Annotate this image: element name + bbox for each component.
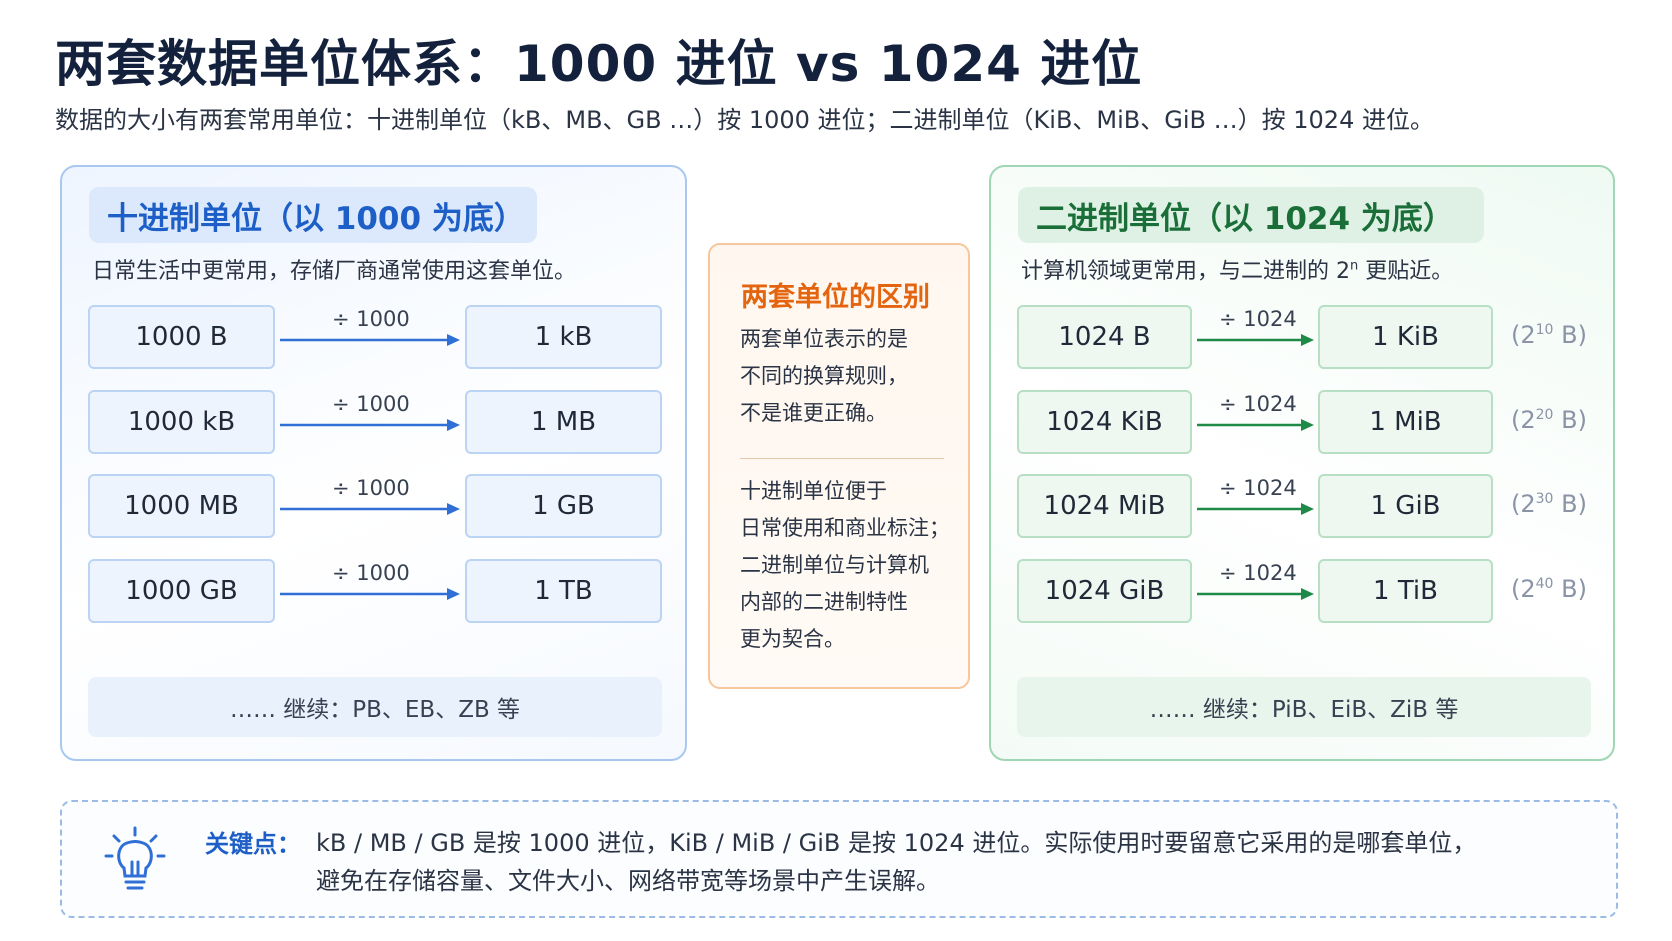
divide-label: ÷ 1000 [332,476,410,500]
divide-label: ÷ 1024 [1219,307,1297,331]
power-exponent: 40 [1535,575,1554,592]
difference-line: 两套单位表示的是 [740,327,908,351]
key-point-label: 关键点： [205,830,301,858]
difference-title: 两套单位的区别 [741,282,930,313]
target-unit-box: 1 MiB [1318,389,1493,454]
binary-desc-text: 计算机领域更常用，与二进制的 2 [1021,259,1350,284]
decimal-panel-header: 十进制单位（以 1000 为底） [89,187,537,243]
difference-paragraph-2: 十进制单位便于 日常使用和商业标注； 二进制单位与计算机 内部的二进制特性 更为… [740,473,950,658]
key-point-text: kB / MB / GB 是按 1000 进位，KiB / MiB / GiB … [316,824,1476,900]
source-unit-box: 1024 MiB [1017,474,1192,538]
page-subtitle: 数据的大小有两套常用单位：十进制单位（kB、MB、GB …）按 1000 进位；… [55,106,1434,134]
right-arrow-icon [1197,418,1314,431]
difference-line: 二进制单位与计算机 [740,553,929,577]
power-base: (2 [1511,405,1536,434]
right-arrow-icon [1197,587,1314,600]
target-unit-box: 1 GiB [1318,474,1493,538]
source-unit-box: 1024 B [1017,305,1192,369]
decimal-more-units: …… 继续：PB、EB、ZB 等 [88,677,662,737]
right-arrow-icon [280,334,460,346]
power-base: (2 [1511,490,1536,518]
difference-line: 不是谁更正确。 [740,401,887,425]
difference-line: 内部的二进制特性 [740,590,908,614]
source-unit-box: 1000 kB [88,389,275,454]
divide-label: ÷ 1024 [1219,391,1297,416]
binary-conversion-row: 1024 KiB ÷ 1024 1 MiB (220 B) [991,389,1613,456]
right-arrow-icon [1197,503,1314,515]
source-unit-box: 1000 MB [88,474,275,538]
source-unit-box: 1024 GiB [1017,558,1192,623]
binary-panel-description: 计算机领域更常用，与二进制的 2n 更贴近。 [1021,253,1453,285]
right-arrow-icon [280,503,460,515]
difference-line: 不同的换算规则， [740,364,908,388]
binary-more-units: …… 继续：PiB、EiB、ZiB 等 [1017,677,1591,737]
difference-card: 两套单位的区别 两套单位表示的是 不同的换算规则， 不是谁更正确。 十进制单位便… [708,243,970,689]
key-point-line: 避免在存储容量、文件大小、网络带宽等场景中产生误解。 [316,867,940,895]
target-unit-box: 1 TiB [1318,558,1493,623]
divide-label: ÷ 1000 [332,391,410,416]
power-unit: B) [1553,574,1587,603]
decimal-panel-description: 日常生活中更常用，存储厂商通常使用这套单位。 [92,259,577,284]
power-exponent: 20 [1535,406,1554,423]
power-of-two-label: (240 B) [1511,575,1587,603]
binary-conversion-row: 1024 B ÷ 1024 1 KiB (210 B) [991,305,1613,371]
power-of-two-label: (210 B) [1511,321,1587,349]
decimal-conversion-row: 1000 GB ÷ 1000 1 TB [62,558,685,625]
power-of-two-label: (230 B) [1511,490,1587,518]
difference-divider [740,458,944,459]
decimal-units-panel: 十进制单位（以 1000 为底） 日常生活中更常用，存储厂商通常使用这套单位。 … [60,165,687,761]
target-unit-box: 1 kB [465,305,662,369]
power-exponent: 10 [1535,322,1554,338]
target-unit-box: 1 GB [465,474,662,538]
right-arrow-icon [1197,334,1314,346]
target-unit-box: 1 TB [465,558,662,623]
key-point-box: 关键点： kB / MB / GB 是按 1000 进位，KiB / MiB /… [60,800,1618,918]
right-arrow-icon [280,587,460,600]
difference-paragraph-1: 两套单位表示的是 不同的换算规则， 不是谁更正确。 [740,321,908,432]
power-exponent: 30 [1535,491,1554,507]
power-unit: B) [1553,405,1587,434]
target-unit-box: 1 MB [465,389,662,454]
decimal-conversion-row: 1000 MB ÷ 1000 1 GB [62,474,685,540]
binary-desc-exponent: n [1350,258,1359,274]
power-unit: B) [1553,321,1587,349]
target-unit-box: 1 KiB [1318,305,1493,369]
binary-panel-header: 二进制单位（以 1024 为底） [1018,187,1484,243]
power-base: (2 [1511,321,1536,349]
page-title: 两套数据单位体系：1000 进位 vs 1024 进位 [55,35,1143,93]
divide-label: ÷ 1000 [332,560,410,585]
power-unit: B) [1553,490,1587,518]
source-unit-box: 1000 GB [88,558,275,623]
difference-line: 十进制单位便于 [740,479,887,503]
source-unit-box: 1024 KiB [1017,389,1192,454]
source-unit-box: 1000 B [88,305,275,369]
power-of-two-label: (220 B) [1511,406,1587,434]
divide-label: ÷ 1024 [1219,476,1297,500]
divide-label: ÷ 1024 [1219,560,1297,585]
divide-label: ÷ 1000 [332,307,410,331]
power-base: (2 [1511,574,1536,603]
key-point-line: kB / MB / GB 是按 1000 进位，KiB / MiB / GiB … [316,829,1477,857]
lightbulb-icon [104,826,166,890]
difference-line: 日常使用和商业标注； [740,516,950,540]
binary-conversion-row: 1024 GiB ÷ 1024 1 TiB (240 B) [991,558,1613,625]
binary-units-panel: 二进制单位（以 1024 为底） 计算机领域更常用，与二进制的 2n 更贴近。 … [989,165,1615,761]
binary-desc-text-end: 更贴近。 [1358,259,1454,284]
binary-conversion-row: 1024 MiB ÷ 1024 1 GiB (230 B) [991,474,1613,540]
right-arrow-icon [280,418,460,431]
decimal-conversion-row: 1000 B ÷ 1000 1 kB [62,305,685,371]
decimal-conversion-row: 1000 kB ÷ 1000 1 MB [62,389,685,456]
difference-line: 更为契合。 [740,627,845,651]
